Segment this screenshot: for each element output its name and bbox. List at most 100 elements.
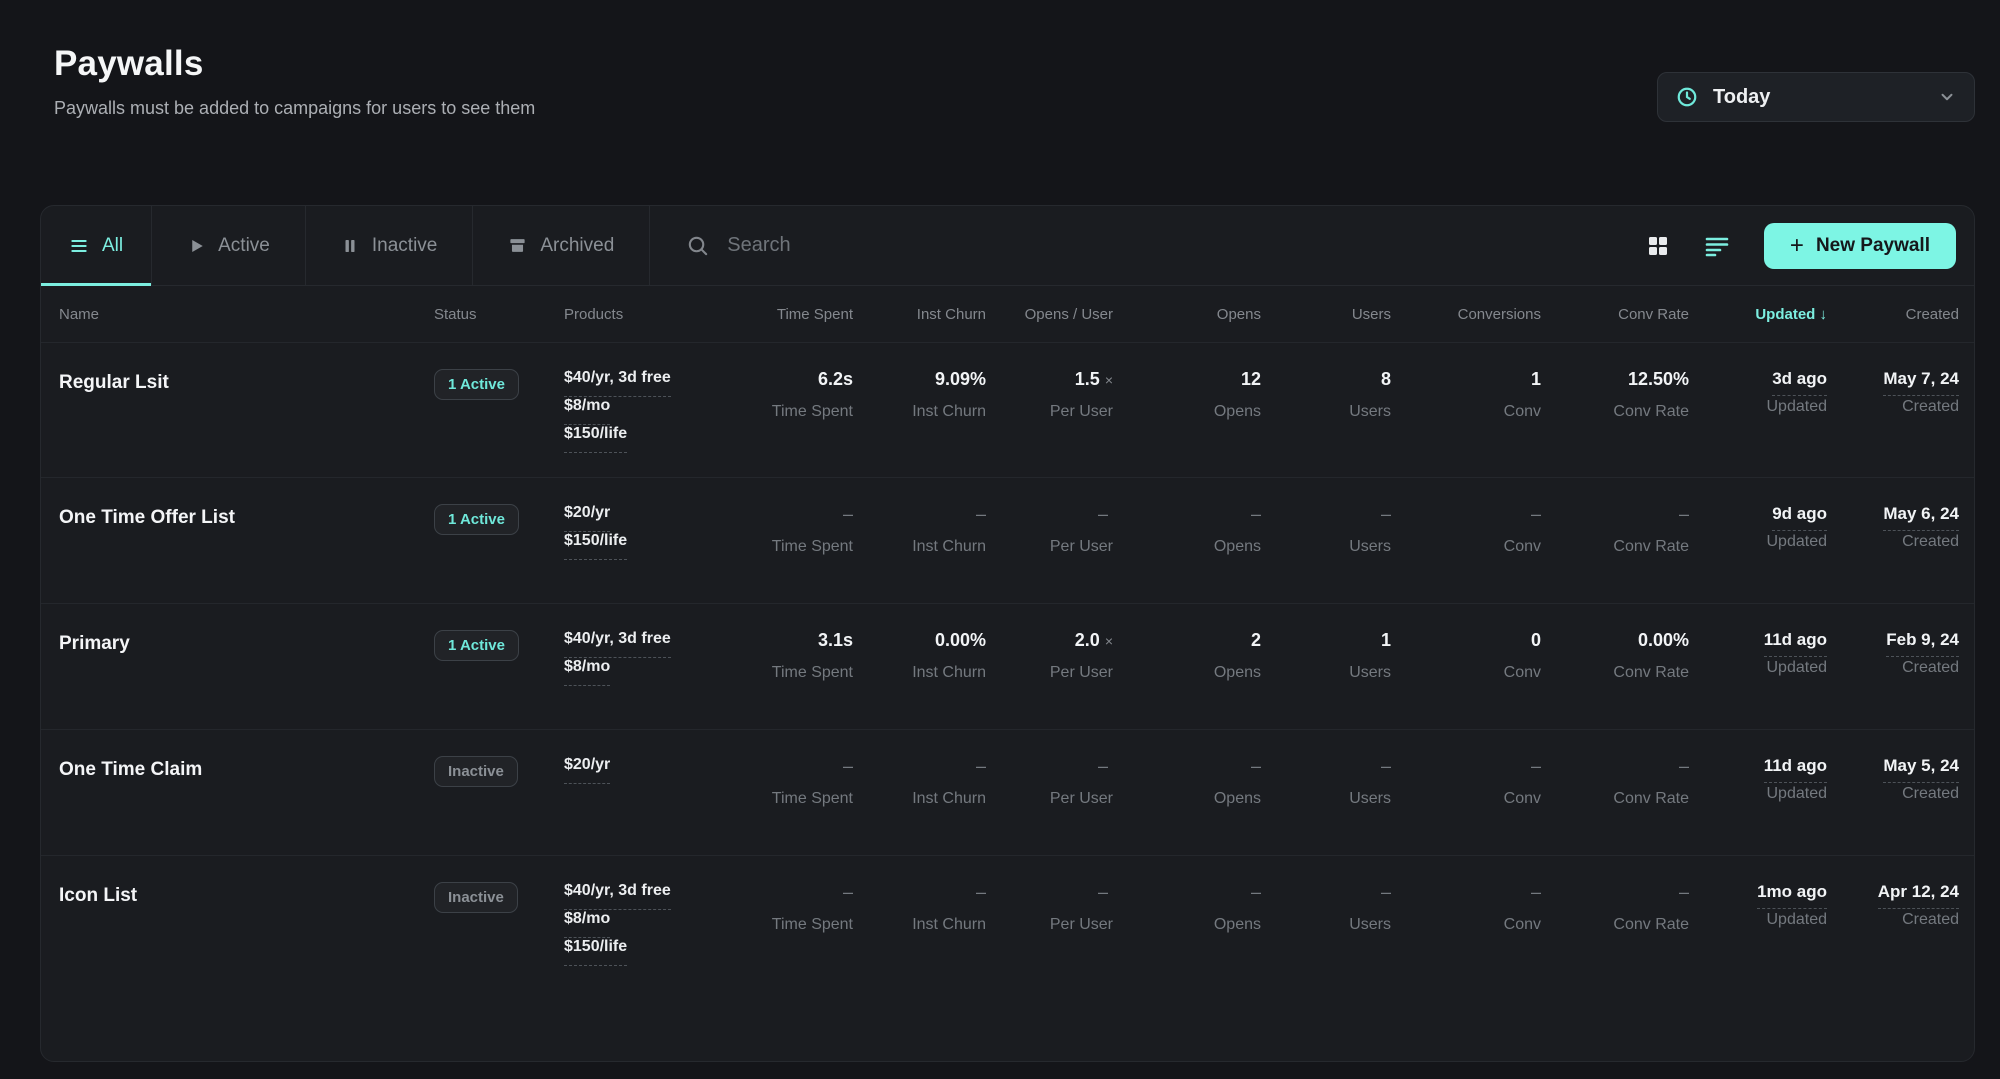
paywall-name: One Time Claim — [59, 759, 203, 780]
users-cell: – Users — [1349, 756, 1391, 807]
updated-cell: 3d ago Updated — [1766, 369, 1827, 415]
column-header-inst-churn[interactable]: Inst Churn — [916, 305, 986, 323]
opens-per-user-cell: 1.5 × Per User — [1049, 369, 1113, 420]
updated-value[interactable]: 11d ago — [1763, 756, 1827, 783]
products-cell: $40/yr, 3d free $8/mo $150/life — [564, 882, 744, 966]
page-subtitle: Paywalls must be added to campaigns for … — [54, 98, 536, 118]
status-badge: 1 Active — [434, 504, 519, 535]
product-chip[interactable]: $40/yr, 3d free — [564, 369, 671, 397]
status-cell: Inactive — [434, 756, 564, 787]
column-header-name[interactable]: Name — [59, 305, 100, 323]
table-row[interactable]: Regular Lsit 1 Active $40/yr, 3d free $8… — [41, 342, 1974, 477]
updated-value[interactable]: 11d ago — [1763, 630, 1827, 657]
created-cell: May 6, 24 Created — [1883, 504, 1959, 550]
product-chip[interactable]: $20/yr — [564, 504, 611, 532]
page-header: Paywalls Paywalls must be added to campa… — [0, 0, 2000, 122]
product-chip[interactable]: $8/mo — [564, 397, 611, 425]
created-value[interactable]: Apr 12, 24 — [1877, 882, 1959, 909]
plus-icon: + — [1789, 231, 1804, 259]
new-paywall-label: New Paywall — [1815, 234, 1930, 256]
column-header-users[interactable]: Users — [1351, 305, 1391, 323]
paywall-name: Primary — [59, 633, 130, 654]
inst-churn-cell: – Inst Churn — [912, 504, 986, 555]
tab-active[interactable]: Active — [152, 206, 306, 285]
time-spent-cell: 6.2s Time Spent — [771, 369, 853, 420]
new-paywall-button[interactable]: + New Paywall — [1763, 222, 1956, 269]
tab-label: All — [102, 234, 124, 256]
product-chip[interactable]: $8/mo — [564, 910, 611, 938]
product-chip[interactable]: $8/mo — [564, 658, 611, 686]
inst-churn-cell: – Inst Churn — [912, 756, 986, 807]
column-header-conv-rate[interactable]: Conv Rate — [1618, 305, 1689, 323]
column-header-time-spent[interactable]: Time Spent — [776, 305, 853, 323]
status-badge: Inactive — [434, 882, 518, 913]
period-label: Today — [1713, 85, 1771, 108]
table-row[interactable]: Icon List Inactive $40/yr, 3d free $8/mo… — [41, 855, 1974, 990]
tab-all[interactable]: All — [41, 206, 153, 286]
clock-icon — [1676, 86, 1698, 108]
column-header-products[interactable]: Products — [564, 305, 624, 323]
opens-cell: 12 Opens — [1213, 369, 1261, 420]
updated-value[interactable]: 1mo ago — [1757, 882, 1827, 909]
column-header-opens[interactable]: Opens — [1216, 305, 1261, 323]
table-row[interactable]: One Time Claim Inactive $20/yr – Time Sp… — [41, 729, 1974, 855]
grid-view-button[interactable] — [1646, 234, 1670, 258]
paywall-name: One Time Offer List — [59, 507, 235, 528]
sort-arrow-down-icon: ↓ — [1819, 305, 1828, 323]
column-header-opens-user[interactable]: Opens / User — [1024, 305, 1113, 323]
created-value[interactable]: May 6, 24 — [1883, 504, 1959, 531]
opens-per-user-cell: 2.0 × Per User — [1049, 630, 1113, 681]
column-header-updated[interactable]: Updated ↓ — [1755, 305, 1828, 323]
conversions-cell: – Conv — [1503, 756, 1541, 807]
updated-cell: 9d ago Updated — [1766, 504, 1827, 550]
product-chip[interactable]: $150/life — [564, 425, 628, 453]
created-cell: Apr 12, 24 Created — [1877, 882, 1959, 928]
column-header-conversions[interactable]: Conversions — [1457, 305, 1541, 323]
list-icon — [69, 236, 89, 256]
tab-archived[interactable]: Archived — [473, 206, 651, 285]
paywall-name: Regular Lsit — [59, 372, 169, 393]
opens-cell: – Opens — [1213, 504, 1261, 555]
updated-value[interactable]: 3d ago — [1772, 369, 1827, 396]
conv-rate-cell: – Conv Rate — [1613, 882, 1689, 933]
created-value[interactable]: May 7, 24 — [1883, 369, 1959, 396]
table-row[interactable]: Primary 1 Active $40/yr, 3d free $8/mo 3… — [41, 603, 1974, 729]
play-icon — [187, 237, 205, 255]
products-cell: $20/yr $150/life — [564, 504, 744, 560]
grid-icon — [1646, 234, 1670, 258]
paywalls-panel: All Active Inactive Arc — [40, 205, 1975, 1062]
users-cell: – Users — [1349, 504, 1391, 555]
time-spent-cell: – Time Spent — [771, 504, 853, 555]
users-cell: – Users — [1349, 882, 1391, 933]
updated-cell: 1mo ago Updated — [1757, 882, 1827, 928]
users-cell: 8 Users — [1349, 369, 1391, 420]
product-chip[interactable]: $150/life — [564, 938, 628, 966]
column-header-created[interactable]: Created — [1905, 305, 1959, 323]
status-cell: 1 Active — [434, 369, 564, 400]
product-chip[interactable]: $150/life — [564, 532, 628, 560]
chevron-down-icon — [1938, 88, 1956, 106]
created-value[interactable]: Feb 9, 24 — [1886, 630, 1959, 657]
search-input[interactable] — [727, 234, 1068, 257]
opens-cell: – Opens — [1213, 756, 1261, 807]
table-row[interactable]: One Time Offer List 1 Active $20/yr $150… — [41, 477, 1974, 603]
product-chip[interactable]: $40/yr, 3d free — [564, 882, 671, 910]
conv-rate-cell: – Conv Rate — [1613, 504, 1689, 555]
list-view-button[interactable] — [1704, 235, 1730, 257]
conversions-cell: – Conv — [1503, 504, 1541, 555]
column-header-status[interactable]: Status — [434, 305, 477, 323]
inst-churn-cell: 0.00% Inst Churn — [912, 630, 986, 681]
period-selector[interactable]: Today — [1657, 72, 1975, 122]
opens-cell: 2 Opens — [1213, 630, 1261, 681]
conv-rate-cell: – Conv Rate — [1613, 756, 1689, 807]
updated-value[interactable]: 9d ago — [1772, 504, 1827, 531]
updated-cell: 11d ago Updated — [1763, 756, 1827, 802]
product-chip[interactable]: $20/yr — [564, 756, 611, 784]
inst-churn-cell: – Inst Churn — [912, 882, 986, 933]
tab-inactive[interactable]: Inactive — [306, 206, 474, 285]
products-cell: $40/yr, 3d free $8/mo $150/life — [564, 369, 744, 453]
time-spent-cell: – Time Spent — [771, 756, 853, 807]
product-chip[interactable]: $40/yr, 3d free — [564, 630, 671, 658]
created-value[interactable]: May 5, 24 — [1883, 756, 1959, 783]
search-box — [650, 206, 1646, 285]
